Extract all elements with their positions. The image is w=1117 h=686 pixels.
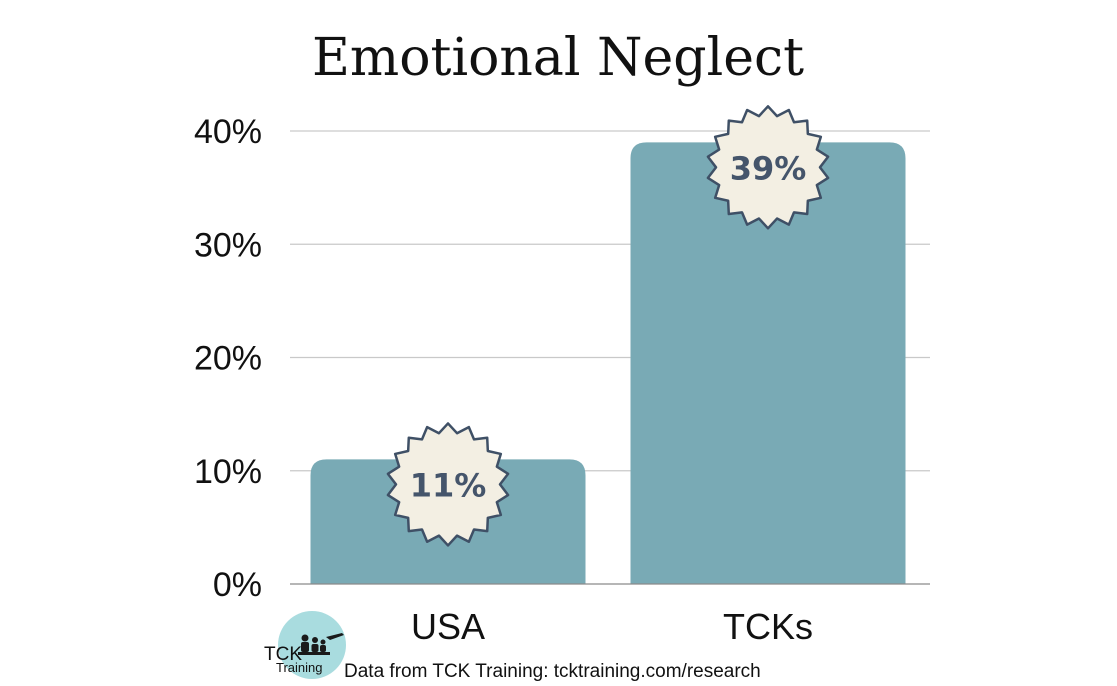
category-labels: USA TCKs — [411, 606, 813, 647]
value-badge-starburst — [706, 105, 830, 230]
y-tick-label: 20% — [194, 340, 262, 378]
y-axis-ticks: 0% 10% 20% 30% 40% — [194, 113, 262, 604]
x-tick-label: TCKs — [723, 606, 813, 647]
value-badges: 11% 39% — [386, 105, 830, 547]
source-note: Data from TCK Training: tcktraining.com/… — [344, 661, 761, 682]
y-tick-label: 0% — [213, 566, 262, 604]
data-label: 39% — [730, 149, 807, 187]
data-label: 11% — [410, 466, 487, 504]
logo-text-tck: TCK — [264, 644, 302, 665]
value-badge-starburst — [386, 422, 510, 547]
y-tick-label: 40% — [194, 113, 262, 151]
bar-tcks — [630, 142, 906, 584]
y-tick-label: 10% — [194, 453, 262, 491]
y-tick-label: 30% — [194, 226, 262, 264]
tck-training-logo: TCK Training — [264, 611, 346, 679]
logo-text-training: Training — [276, 660, 322, 675]
airplane-icon — [326, 633, 344, 640]
family-icon — [298, 634, 330, 655]
chart-title: Emotional Neglect — [312, 28, 804, 88]
x-tick-label: USA — [411, 606, 485, 647]
bars — [310, 142, 906, 584]
